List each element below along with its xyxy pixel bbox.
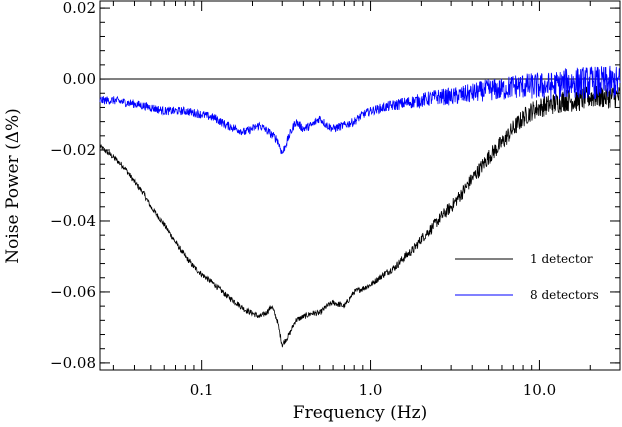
y-tick-label: −0.08 (50, 354, 96, 372)
y-tick-label: −0.02 (50, 141, 96, 159)
axis-ticks: 0.02 0.00 −0.02 −0.04 −0.06 −0.08 0.1 1.0 10.0 (50, 0, 621, 399)
legend: 1 detector 8 detectors (455, 252, 599, 302)
y-tick-label: −0.06 (50, 283, 96, 301)
y-axis-label: Noise Power (Δ%) (3, 108, 23, 264)
x-tick-label: 1.0 (359, 381, 383, 399)
legend-label-1: 1 detector (530, 252, 593, 266)
x-tick-label: 0.1 (190, 381, 214, 399)
y-tick-label: −0.04 (50, 212, 96, 230)
y-tick-label: 0.00 (63, 70, 96, 88)
y-tick-label: 0.02 (63, 0, 96, 17)
series-line-2 (99, 65, 621, 155)
legend-label-2: 8 detectors (530, 288, 599, 302)
series-line-1 (99, 85, 621, 348)
x-tick-label: 10.0 (523, 381, 556, 399)
series-layer (99, 65, 621, 348)
x-axis-label: Frequency (Hz) (293, 403, 427, 423)
plot-frame (99, 0, 621, 371)
